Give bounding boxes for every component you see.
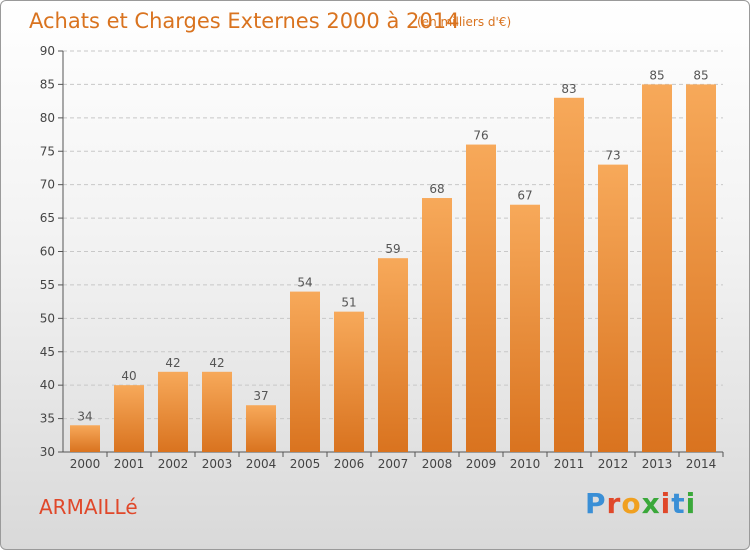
x-tick-label: 2004	[246, 457, 277, 471]
bar-layer	[70, 84, 716, 453]
data-label: 83	[561, 82, 576, 96]
x-tick-label: 2007	[378, 457, 409, 471]
bar-2002	[158, 371, 188, 452]
y-tick-label: 50	[40, 311, 55, 325]
bar-2007	[378, 258, 408, 452]
x-tick-label: 2008	[422, 457, 453, 471]
bar-2000	[70, 425, 100, 452]
data-label: 76	[473, 129, 488, 143]
y-tick-label: 45	[40, 345, 55, 359]
data-label: 54	[297, 276, 312, 290]
data-label: 40	[121, 369, 136, 383]
x-tick-label: 2009	[466, 457, 497, 471]
y-tick-label: 60	[40, 245, 55, 259]
data-label: 51	[341, 296, 356, 310]
x-tick-label: 2006	[334, 457, 365, 471]
bar-2003	[202, 371, 232, 452]
data-label: 34	[77, 409, 92, 423]
data-label: 68	[429, 182, 444, 196]
logo-letter: o	[621, 487, 642, 520]
chart-title: Achats et Charges Externes 2000 à 2014	[29, 9, 460, 33]
y-tick-label: 70	[40, 178, 55, 192]
data-label: 37	[253, 389, 268, 403]
data-label: 73	[605, 149, 620, 163]
x-tick-label: 2011	[554, 457, 585, 471]
logo-letter: i	[660, 487, 672, 520]
x-tick-label: 2003	[202, 457, 233, 471]
chart-subtitle: (en milliers d'€)	[417, 15, 512, 29]
bar-2006	[334, 311, 364, 452]
logo-letter: x	[641, 487, 661, 520]
bar-2013	[642, 84, 672, 453]
data-label: 85	[649, 68, 664, 82]
data-label: 42	[165, 356, 180, 370]
y-tick-label: 35	[40, 412, 55, 426]
x-tick-label: 2010	[510, 457, 541, 471]
x-tick-label: 2012	[598, 457, 629, 471]
bar-2010	[510, 204, 540, 452]
logo-letter: P	[585, 487, 607, 520]
x-tick-label: 2001	[114, 457, 145, 471]
logo-letter: i	[685, 487, 697, 520]
logo-letter: t	[671, 487, 686, 520]
bar-2011	[554, 97, 584, 453]
bar-2009	[466, 144, 496, 453]
y-tick-label: 80	[40, 111, 55, 125]
x-tick-label: 2005	[290, 457, 321, 471]
bar-2014	[686, 84, 716, 453]
y-tick-label: 30	[40, 445, 55, 459]
data-label: 59	[385, 242, 400, 256]
y-tick-label: 40	[40, 378, 55, 392]
commune-name: ARMAILLé	[39, 495, 138, 519]
data-label: 85	[693, 68, 708, 82]
y-tick-label: 65	[40, 211, 55, 225]
y-tick-label: 55	[40, 278, 55, 292]
bar-2008	[422, 198, 452, 452]
data-label: 42	[209, 356, 224, 370]
y-tick-label: 75	[40, 144, 55, 158]
bar-2012	[598, 164, 628, 452]
y-tick-label: 85	[40, 77, 55, 91]
data-label: 67	[517, 189, 532, 203]
bar-2005	[290, 291, 320, 452]
y-tick-label: 90	[40, 44, 55, 58]
x-tick-label: 2013	[642, 457, 673, 471]
bar-2004	[246, 405, 276, 452]
proxiti-logo[interactable]: Proxiti	[585, 487, 696, 520]
bar-2001	[114, 385, 144, 452]
logo-letter: r	[606, 487, 622, 520]
label-layer: 34 40 42 42 37 54 51 59 68 76 67 83 73 85 85	[77, 68, 708, 423]
x-tick-label: 2014	[686, 457, 717, 471]
x-tick-label: 2000	[70, 457, 101, 471]
x-tick-label: 2002	[158, 457, 189, 471]
